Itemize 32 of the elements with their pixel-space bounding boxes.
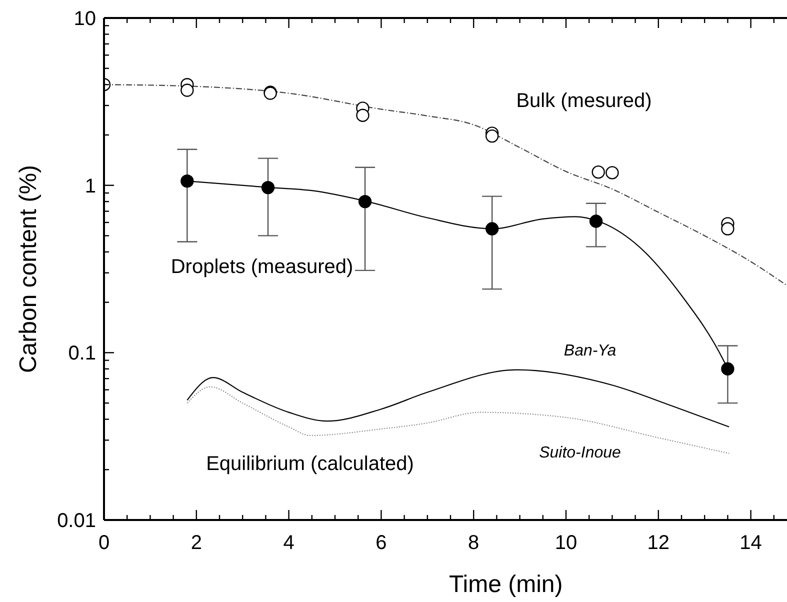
series-label: Ban-Ya — [564, 342, 616, 360]
point — [589, 214, 603, 228]
line-series — [186, 369, 730, 428]
series-label: Bulk (mesured) — [516, 90, 652, 112]
point — [356, 108, 370, 122]
point — [721, 362, 734, 376]
x-tick-label: 4 — [283, 532, 294, 554]
y-tick-label: 0.1 — [68, 342, 96, 365]
point — [358, 194, 372, 208]
text: Droplets (measured) — [170, 256, 354, 278]
x-tick-label: 6 — [376, 532, 387, 554]
point — [721, 222, 734, 236]
point — [180, 84, 194, 97]
x-axis-title: Time (min) — [448, 571, 563, 598]
annotation: Equilibrium (calculated) — [206, 453, 414, 475]
series-label: Suito-Inoue — [539, 444, 622, 462]
x-tick-label: 12 — [647, 532, 670, 554]
x-tick-label: 8 — [468, 532, 480, 554]
point — [180, 174, 194, 188]
y-tick-label: 10 — [74, 8, 96, 30]
point — [261, 180, 275, 194]
point — [485, 129, 499, 143]
point — [592, 165, 605, 179]
point — [485, 222, 499, 236]
x-tick-label: 2 — [190, 532, 202, 554]
y-tick-label: 0.01 — [57, 510, 96, 532]
y-tick-label: 1 — [84, 175, 96, 198]
y-axis-title: Carbon content (%) — [15, 164, 42, 374]
x-tick-label: 10 — [554, 532, 578, 554]
point — [606, 166, 619, 180]
x-tick-label: 0 — [98, 532, 110, 554]
x-tick-label: 14 — [740, 532, 762, 554]
